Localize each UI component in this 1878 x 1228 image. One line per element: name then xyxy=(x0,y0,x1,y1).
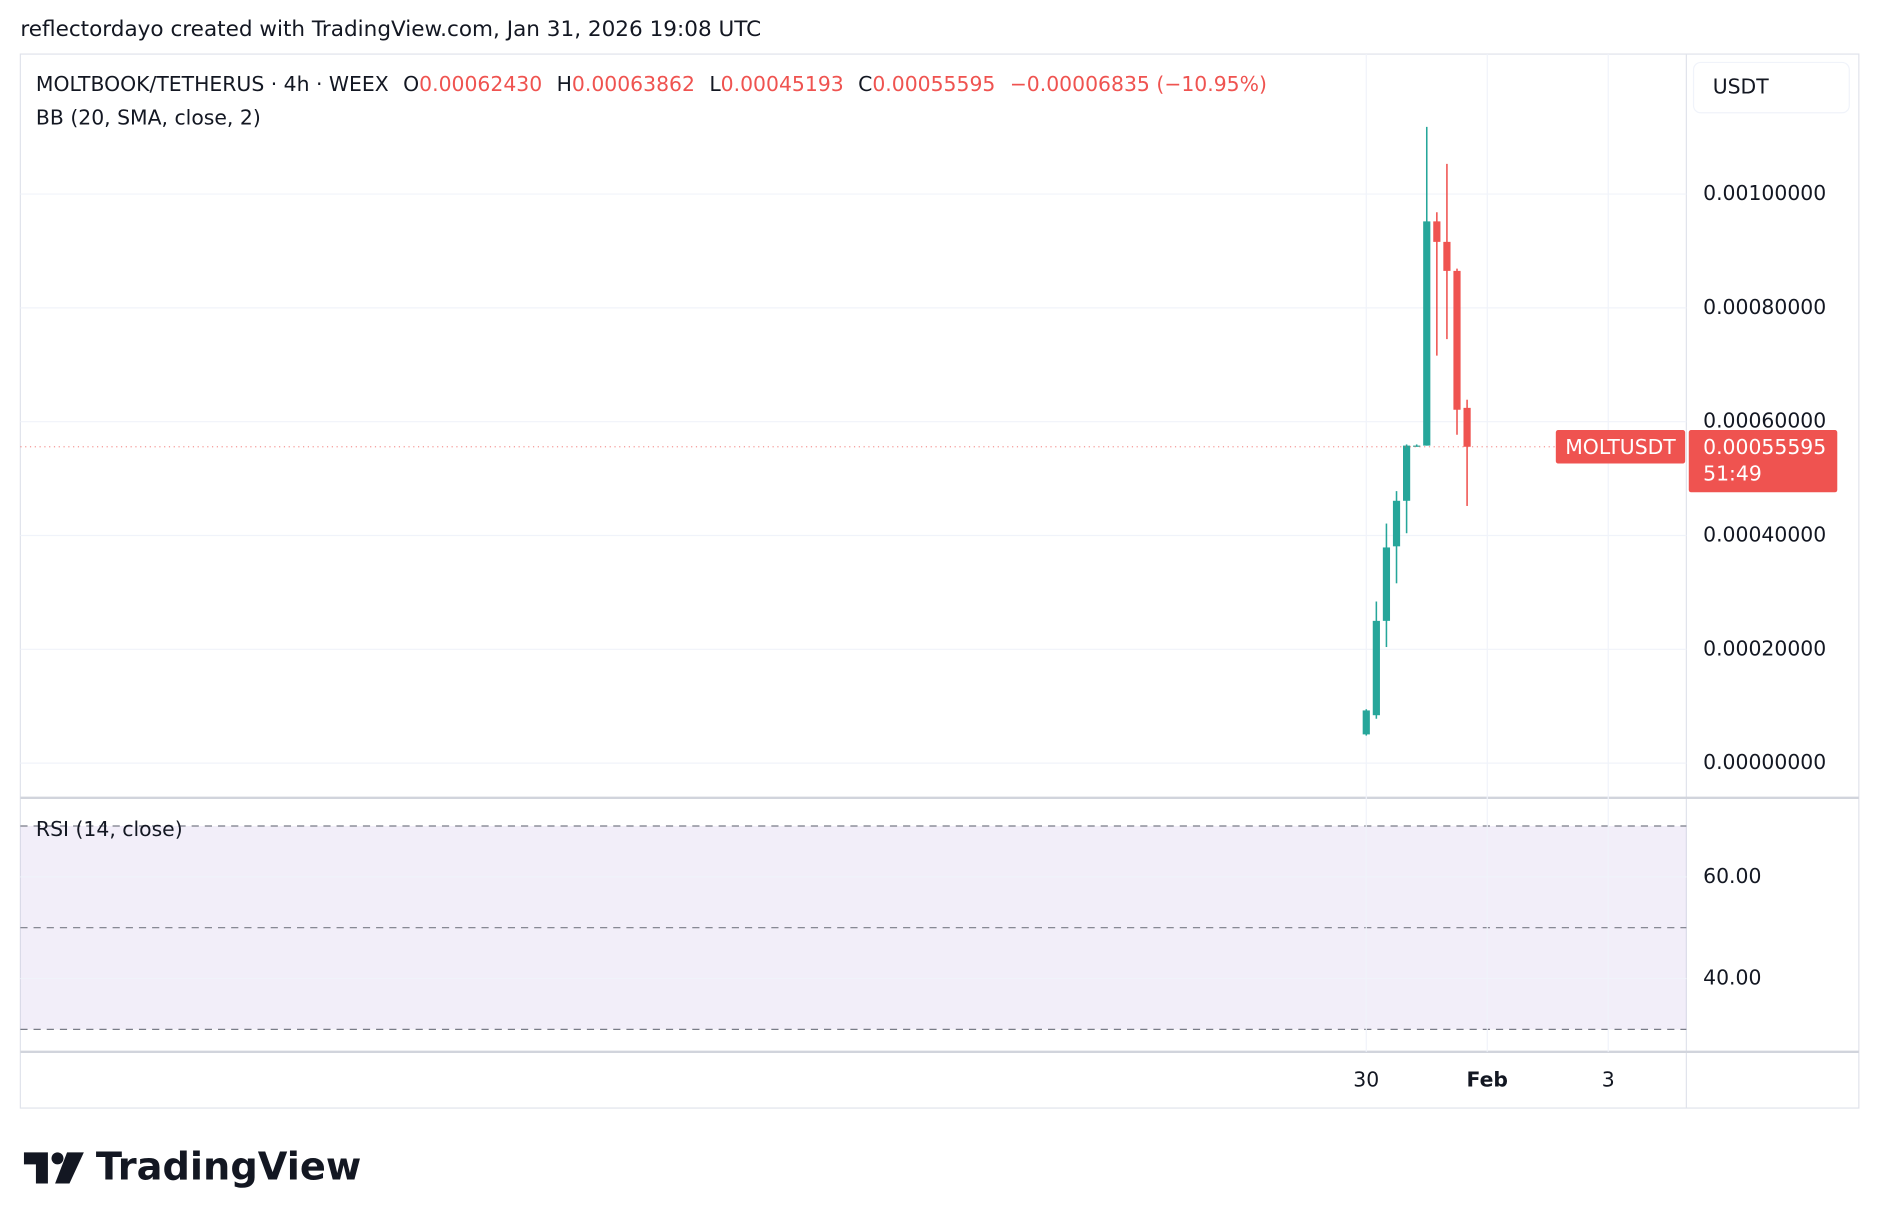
logo: TradingView xyxy=(23,1145,361,1190)
y-tick-label: 40.00 xyxy=(1703,966,1761,990)
y-tick-label: 60.00 xyxy=(1703,864,1761,888)
candle-body xyxy=(1392,500,1401,547)
logo-mark xyxy=(51,1152,64,1165)
candle-body xyxy=(1382,547,1391,621)
y-tick-label: 0.00080000 xyxy=(1703,295,1826,319)
candle-body xyxy=(1443,241,1451,271)
logo-mark xyxy=(23,1152,48,1184)
legend-item: MOLTBOOK/TETHERUS · 4h · WEEX xyxy=(36,72,389,96)
x-tick-label: 3 xyxy=(1602,1068,1615,1092)
y-tick-label: 0.00060000 xyxy=(1703,409,1826,433)
legend-item: 0.00062430 xyxy=(419,72,542,96)
legend-item: 0.00045193 xyxy=(721,72,844,96)
candle-body xyxy=(1413,445,1421,447)
legend-item: 0.00063862 xyxy=(572,72,695,96)
legend: MOLTBOOK/TETHERUS · 4h · WEEX O0.00062430… xyxy=(36,72,1267,96)
candle-body xyxy=(1433,221,1441,242)
legend-item: H xyxy=(557,72,572,96)
y-tick-label: 0.00000000 xyxy=(1703,750,1826,774)
y-tick-label: 0.00040000 xyxy=(1703,523,1826,547)
legend-item: −0.00006835 (−10.95%) xyxy=(1010,72,1267,96)
legend-item: 0.00055595 xyxy=(872,72,995,96)
currency-button[interactable] xyxy=(1692,61,1850,114)
countdown: 51:49 xyxy=(1703,461,1762,485)
x-tick-label: 30 xyxy=(1353,1068,1379,1092)
x-tick-label: Feb xyxy=(1467,1068,1508,1092)
candle-body xyxy=(1423,221,1431,446)
candle-body xyxy=(1372,620,1380,716)
symbol-tag xyxy=(1555,429,1686,464)
candle-body xyxy=(1463,407,1471,447)
currency[interactable]: USDT xyxy=(1713,75,1770,99)
legend-item: C xyxy=(858,72,872,96)
legend-item: L xyxy=(709,72,721,96)
indicator-label: BB (20, SMA, close, 2) xyxy=(36,106,261,130)
chart-frame xyxy=(19,53,1860,1109)
y-tick-label: 0.00020000 xyxy=(1703,636,1826,660)
attribution: reflectordayo created with TradingView.c… xyxy=(20,17,761,42)
y-tick-label: 0.00100000 xyxy=(1703,181,1826,205)
rsi-title: RSI (14, close) xyxy=(36,817,183,841)
logo-text: TradingView xyxy=(96,1145,361,1190)
legend-item: O xyxy=(403,72,419,96)
candle-body xyxy=(1403,445,1411,501)
symbol-tag-text: MOLTUSDT xyxy=(1565,435,1676,459)
candle-body xyxy=(1362,710,1370,735)
price-tag xyxy=(1688,429,1838,493)
price-tag-text: 0.00055595 xyxy=(1703,435,1826,459)
logo-mark xyxy=(55,1152,84,1184)
candle-body xyxy=(1453,270,1461,410)
